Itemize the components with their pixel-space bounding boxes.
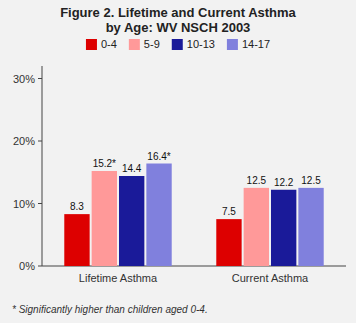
y-tick [38, 141, 42, 142]
data-label: 12.5 [301, 175, 321, 186]
bar [92, 171, 117, 266]
y-axis: 0% 10% 20% 30% [13, 66, 346, 272]
data-label: 8.3 [70, 201, 84, 212]
legend-item: 5-9 [129, 38, 160, 50]
bar [271, 190, 296, 266]
bars [64, 164, 323, 267]
legend: 0-4 5-9 10-13 14-17 [86, 38, 270, 50]
bar [146, 164, 171, 267]
title: Figure 2. Lifetime and Current Asthma [60, 5, 296, 20]
title: by Age: WV NSCH 2003 [106, 20, 251, 35]
bar [216, 219, 241, 266]
legend-swatch [172, 39, 183, 50]
bar [298, 188, 323, 266]
bar [119, 176, 144, 266]
legend-item: 14-17 [227, 38, 270, 50]
data-labels: 8.3 15.2* 14.4 16.4* 7.5 12.5 12.2 12.5 [70, 151, 321, 218]
data-label: 15.2* [93, 158, 116, 169]
legend-label: 0-4 [101, 38, 117, 50]
y-tick-label: 20% [13, 135, 35, 147]
y-tick [38, 203, 42, 204]
legend-item: 0-4 [86, 38, 117, 50]
y-tick-label: 30% [13, 73, 35, 85]
bar [244, 188, 269, 266]
bar [64, 214, 89, 266]
legend-label: 10-13 [187, 38, 215, 50]
background [0, 0, 356, 323]
y-axis-line [42, 66, 43, 266]
legend-swatch [227, 39, 238, 50]
legend-swatch [129, 39, 140, 50]
data-label: 7.5 [222, 206, 236, 217]
x-tick-label: Lifetime Asthma [79, 272, 158, 284]
y-tick [38, 266, 42, 267]
x-tick-label: Current Asthma [232, 272, 309, 284]
y-tick [38, 78, 42, 79]
data-label: 14.4 [122, 163, 142, 174]
data-label: 12.2 [274, 177, 294, 188]
data-label: 12.5 [247, 175, 267, 186]
legend-label: 14-17 [242, 38, 270, 50]
y-tick-label: 0% [19, 260, 35, 272]
legend-label: 5-9 [144, 38, 160, 50]
data-label: 16.4* [147, 151, 170, 162]
chart: Figure 2. Lifetime and Current Asthmaby … [0, 0, 356, 323]
footnote: * Significantly higher than children age… [12, 304, 208, 315]
legend-item: 10-13 [172, 38, 215, 50]
legend-swatch [86, 39, 97, 50]
y-tick-label: 10% [13, 198, 35, 210]
